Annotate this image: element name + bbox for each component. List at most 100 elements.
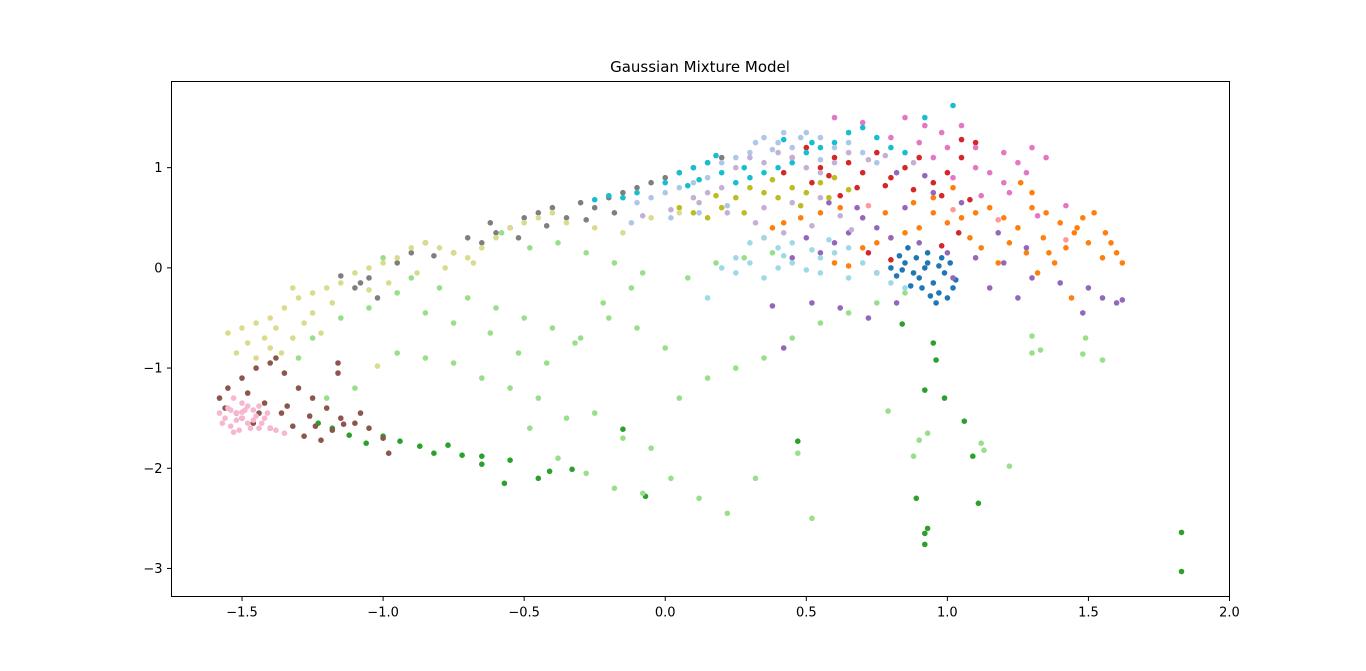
data-point — [442, 265, 449, 271]
data-point — [924, 260, 931, 266]
series-10 — [628, 129, 880, 226]
data-point — [761, 134, 767, 141]
data-point — [267, 315, 274, 321]
data-point — [874, 240, 880, 246]
data-point — [761, 235, 767, 241]
data-point — [797, 202, 804, 209]
data-point — [676, 184, 683, 191]
series-16 — [225, 210, 683, 369]
data-point — [924, 250, 931, 256]
data-point — [769, 303, 776, 309]
data-point — [718, 159, 725, 166]
data-point — [340, 421, 347, 428]
data-point — [352, 285, 358, 291]
data-point — [733, 154, 739, 161]
data-point — [797, 215, 804, 221]
data-point — [958, 215, 965, 221]
data-point — [1080, 310, 1086, 316]
data-point — [831, 139, 838, 146]
data-point — [724, 202, 731, 209]
data-point — [995, 217, 1001, 223]
data-point — [233, 410, 240, 416]
data-point — [775, 164, 781, 171]
data-point — [620, 189, 626, 196]
data-point — [922, 114, 928, 121]
data-point — [244, 390, 251, 396]
data-point — [1085, 240, 1092, 246]
data-point — [611, 485, 618, 492]
y-tick-label: 1 — [154, 161, 162, 176]
data-point — [893, 273, 900, 279]
data-point — [219, 420, 226, 427]
data-point — [1057, 220, 1063, 226]
data-point — [261, 335, 268, 341]
data-point — [366, 425, 372, 432]
data-point — [668, 475, 674, 482]
data-point — [817, 156, 824, 163]
data-point — [831, 174, 838, 181]
data-point — [761, 355, 767, 361]
data-point — [831, 240, 838, 246]
data-point — [487, 330, 494, 336]
data-point — [972, 164, 979, 171]
data-point — [905, 245, 911, 251]
data-point — [972, 139, 979, 146]
data-point — [1057, 280, 1063, 286]
data-point — [713, 260, 719, 266]
data-point — [747, 184, 753, 191]
data-point — [222, 415, 228, 422]
data-point — [958, 154, 965, 161]
data-point — [922, 541, 928, 548]
data-point — [826, 237, 832, 243]
data-point — [535, 475, 542, 482]
data-point — [493, 235, 499, 241]
data-point — [535, 215, 542, 221]
data-point — [230, 395, 237, 401]
data-point — [733, 365, 739, 371]
data-point — [955, 230, 962, 236]
data-point — [685, 275, 691, 281]
data-point — [1071, 230, 1078, 236]
data-point — [676, 210, 683, 216]
data-point — [972, 254, 979, 261]
data-point — [930, 189, 937, 196]
data-point — [563, 220, 570, 226]
data-point — [493, 230, 499, 236]
x-tick-label: 1.5 — [1078, 606, 1099, 621]
data-point — [882, 182, 889, 189]
data-point — [668, 215, 674, 221]
data-point — [733, 194, 739, 201]
data-point — [335, 360, 341, 366]
data-point — [267, 345, 274, 351]
data-point — [394, 254, 401, 261]
data-point — [309, 310, 316, 316]
data-point — [436, 285, 443, 291]
data-point — [747, 240, 753, 246]
data-point — [803, 267, 810, 273]
data-point — [809, 515, 815, 522]
data-point — [761, 189, 767, 196]
data-point — [611, 210, 618, 216]
data-point — [761, 275, 767, 281]
data-point — [543, 223, 550, 229]
series-11 — [295, 230, 1106, 522]
data-point — [273, 427, 279, 434]
data-point — [930, 154, 937, 161]
data-point — [933, 300, 939, 306]
data-point — [972, 210, 979, 216]
data-point — [273, 355, 279, 361]
data-point — [323, 395, 330, 401]
data-point — [696, 199, 702, 206]
data-point — [902, 114, 908, 121]
data-point — [747, 149, 753, 156]
data-point — [916, 225, 922, 231]
data-point — [845, 275, 852, 281]
data-point — [831, 144, 838, 151]
data-point — [970, 453, 976, 460]
data-point — [620, 435, 626, 442]
data-point — [893, 169, 900, 176]
data-point — [639, 270, 646, 276]
data-point — [318, 437, 324, 444]
data-point — [944, 169, 951, 176]
data-point — [789, 159, 795, 166]
